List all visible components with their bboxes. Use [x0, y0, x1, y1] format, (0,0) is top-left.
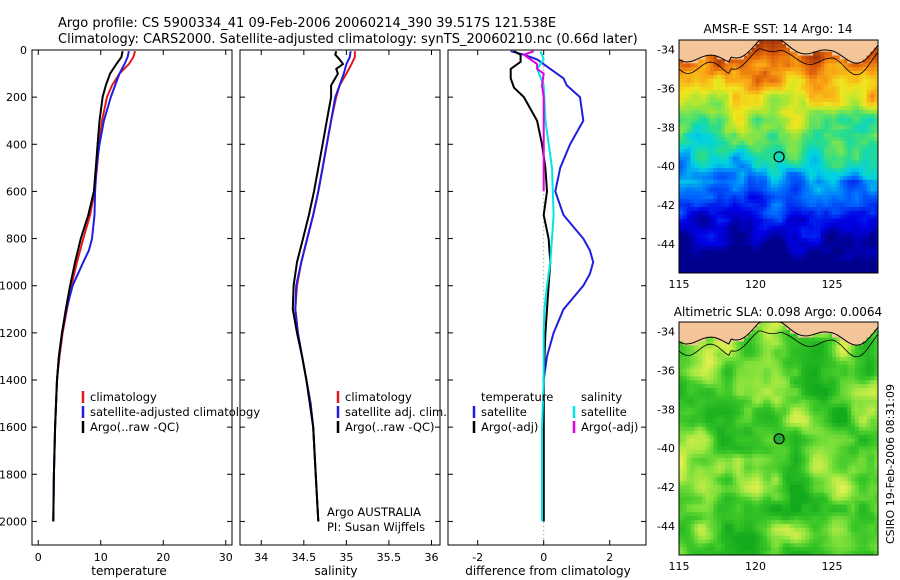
- map-y-tick-label: -36: [657, 83, 675, 96]
- y-tick-label: 1800: [0, 468, 27, 481]
- x-tick-label: 34: [254, 551, 268, 564]
- y-tick-label: 1400: [0, 374, 27, 387]
- map-x-tick-label: 115: [669, 560, 690, 573]
- series-line-salinity-argo-adj: [522, 50, 545, 192]
- sla-map-image: [679, 322, 878, 555]
- x-tick-label: 30: [219, 551, 233, 564]
- map-x-tick-label: 120: [745, 278, 766, 291]
- salinity-panel-frame: [239, 49, 441, 546]
- difference-plot: [509, 50, 595, 545]
- map-x-tick-label: 125: [822, 560, 843, 573]
- header-line1: Argo profile: CS 5900334_41 09-Feb-2006 …: [58, 16, 556, 31]
- x-tick-label: 0: [540, 551, 547, 564]
- legend-header-salinity: salinity: [581, 390, 622, 404]
- series-line-climatology: [52, 50, 137, 522]
- map-y-tick-label: -34: [657, 44, 675, 57]
- y-tick-label: 1600: [0, 421, 27, 434]
- isobath-contour: [679, 48, 878, 76]
- legend-label-argo: Argo(..raw -QC): [90, 420, 180, 434]
- map-y-tick-label: -42: [657, 199, 675, 212]
- side-timestamp: CSIRO 19-Feb-2006 08:31:09: [884, 384, 897, 544]
- y-tick-label: 0: [20, 44, 27, 57]
- y-tick-label: 1200: [0, 327, 27, 340]
- series-line-temperature-satellite: [510, 50, 595, 522]
- legend-label-satellite: satellite-adjusted climatology: [90, 405, 260, 419]
- map-y-tick-label: -38: [657, 403, 675, 416]
- salinity-plot: [291, 50, 356, 522]
- map-y-tick-label: -38: [657, 121, 675, 134]
- map-y-tick-label: -44: [657, 520, 675, 533]
- map-y-tick-label: -40: [657, 442, 675, 455]
- temperature-panel-frame: [31, 49, 233, 546]
- x-tick-label: 0: [35, 551, 42, 564]
- map-x-tick-label: 115: [669, 278, 690, 291]
- map-x-tick-label: 125: [822, 278, 843, 291]
- map-y-tick-label: -44: [657, 238, 675, 251]
- sst-map-image: [679, 40, 878, 273]
- sst-map-title: AMSR-E SST: 14 Argo: 14: [704, 22, 853, 36]
- series-line-satellite-adjusted-climatology: [52, 50, 130, 522]
- x-tick-label: 35: [339, 551, 353, 564]
- salinity-axis-label: salinity: [314, 564, 357, 578]
- map-y-tick-label: -34: [657, 326, 675, 339]
- coastline: [679, 40, 878, 64]
- sla-map-title: Altimetric SLA: 0.098 Argo: 0.0064: [674, 305, 882, 319]
- legend-label-argo: Argo(..raw -QC): [345, 420, 435, 434]
- x-tick-label: 20: [156, 551, 170, 564]
- y-tick-label: 2000: [0, 515, 27, 528]
- legend-label-sal-satellite: satellite: [581, 405, 627, 419]
- y-tick-label: 400: [6, 138, 27, 151]
- difference-legend: temperature salinity satellite Argo(-adj…: [472, 390, 638, 434]
- series-line-salinity-satellite: [536, 50, 555, 522]
- legend-label-climatology: climatology: [345, 390, 412, 404]
- series-line-argo-raw-qc: [52, 51, 124, 522]
- argo-float-marker: [773, 433, 785, 445]
- legend-label-satellite: satellite adj. clim.: [345, 405, 447, 419]
- header-line2: Climatology: CARS2000. Satellite-adjuste…: [58, 32, 638, 47]
- y-tick-label: 1000: [0, 280, 27, 293]
- legend-label-sal-argo: Argo(-adj): [581, 420, 638, 434]
- y-tick-label: 800: [6, 233, 27, 246]
- temperature-axis-label: temperature: [91, 564, 166, 578]
- legend-label-temp-argo: Argo(-adj): [481, 420, 538, 434]
- annotation-pi-name: PI: Susan Wijffels: [327, 520, 425, 534]
- x-tick-label: 10: [94, 551, 108, 564]
- legend-label-temp-satellite: satellite: [481, 405, 527, 419]
- temperature-plot: [52, 50, 137, 522]
- x-tick-label: 35.5: [377, 551, 402, 564]
- argo-float-marker: [773, 151, 785, 163]
- series-line-climatology: [294, 51, 356, 522]
- coastline: [679, 322, 878, 346]
- salinity-legend: climatology satellite adj. clim. Argo(..…: [327, 390, 447, 534]
- map-y-tick-label: -36: [657, 365, 675, 378]
- temperature-legend: climatology satellite-adjusted climatolo…: [81, 390, 260, 434]
- legend-header-temperature: temperature: [481, 390, 553, 404]
- x-tick-label: 2: [606, 551, 613, 564]
- map-y-tick-label: -42: [657, 481, 675, 494]
- series-line-argo-raw-qc: [291, 50, 344, 522]
- y-tick-label: 600: [6, 185, 27, 198]
- legend-label-climatology: climatology: [90, 390, 157, 404]
- series-line-satellite-adj-clim: [294, 51, 352, 522]
- map-y-tick-label: -40: [657, 160, 675, 173]
- isobath-contour: [679, 330, 878, 358]
- sla-map-frame: [678, 321, 879, 556]
- sst-map-frame: [678, 39, 879, 274]
- y-tick-label: 200: [6, 91, 27, 104]
- x-tick-label: 36: [424, 551, 438, 564]
- map-x-tick-label: 120: [745, 560, 766, 573]
- x-tick-label: -2: [472, 551, 483, 564]
- difference-axis-label: difference from climatology: [465, 564, 631, 578]
- annotation-argo-australia: Argo AUSTRALIA: [327, 505, 421, 519]
- difference-panel-frame: [447, 49, 647, 546]
- x-tick-label: 34.5: [292, 551, 317, 564]
